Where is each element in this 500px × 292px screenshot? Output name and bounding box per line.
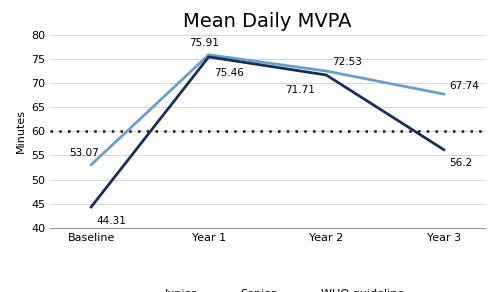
Text: 72.53: 72.53 (332, 58, 362, 67)
Text: 56.2: 56.2 (450, 158, 472, 168)
Legend: Junior, Senior, WHO guideline: Junior, Senior, WHO guideline (126, 284, 408, 292)
Title: Mean Daily MVPA: Mean Daily MVPA (183, 12, 352, 31)
Text: 67.74: 67.74 (450, 81, 480, 91)
Text: 71.71: 71.71 (284, 85, 314, 95)
Y-axis label: Minutes: Minutes (16, 110, 26, 153)
Text: 75.91: 75.91 (190, 39, 219, 48)
Text: 53.07: 53.07 (69, 148, 98, 159)
Text: 44.31: 44.31 (96, 216, 126, 226)
Text: 75.46: 75.46 (214, 68, 244, 78)
